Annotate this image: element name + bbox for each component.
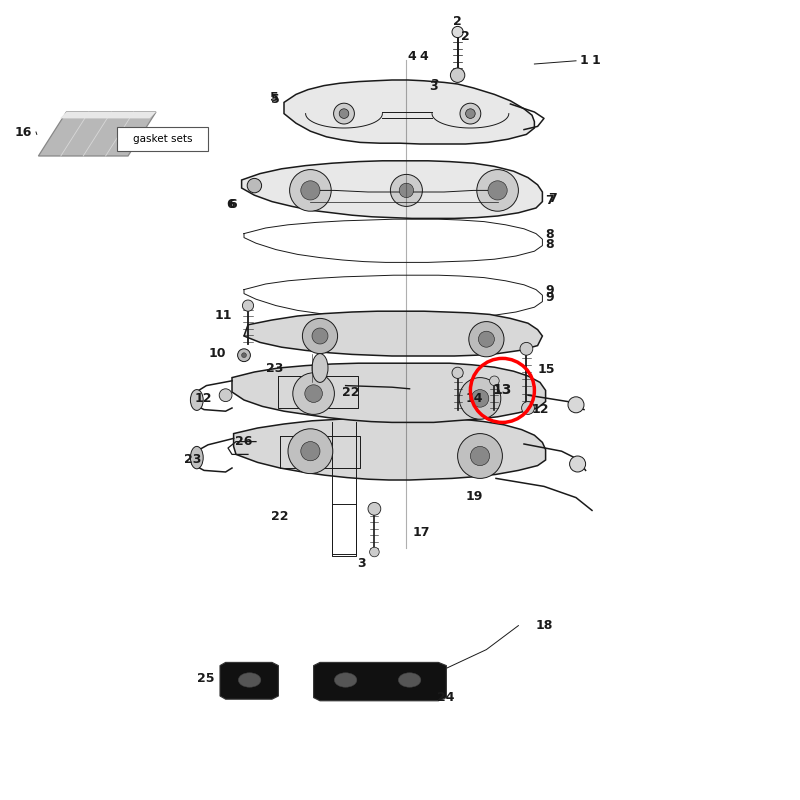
Text: 14: 14 — [466, 392, 483, 405]
Circle shape — [490, 376, 499, 386]
Text: 18: 18 — [536, 619, 554, 632]
Circle shape — [450, 68, 465, 82]
Circle shape — [301, 442, 320, 461]
Circle shape — [478, 331, 494, 347]
Polygon shape — [232, 363, 546, 422]
Circle shape — [302, 318, 338, 354]
Circle shape — [459, 378, 501, 419]
Circle shape — [452, 367, 463, 378]
Circle shape — [458, 434, 502, 478]
Polygon shape — [284, 80, 534, 144]
Text: 25: 25 — [197, 672, 214, 685]
Circle shape — [301, 181, 320, 200]
Text: 23: 23 — [266, 362, 283, 374]
Text: 3: 3 — [358, 557, 366, 570]
Polygon shape — [38, 112, 156, 156]
Text: 9: 9 — [546, 291, 554, 304]
FancyBboxPatch shape — [117, 127, 208, 151]
Circle shape — [247, 178, 262, 193]
Text: 26: 26 — [234, 435, 252, 448]
Text: 8: 8 — [546, 238, 554, 251]
Circle shape — [520, 342, 533, 355]
Ellipse shape — [190, 446, 203, 469]
Circle shape — [470, 446, 490, 466]
Text: 3: 3 — [429, 80, 438, 93]
Text: 5: 5 — [271, 93, 280, 106]
Polygon shape — [314, 662, 446, 701]
Text: 16: 16 — [14, 126, 32, 138]
Text: 23: 23 — [184, 453, 202, 466]
Text: 4: 4 — [419, 50, 428, 62]
Text: 3: 3 — [430, 78, 439, 90]
Polygon shape — [244, 311, 542, 356]
Text: 9: 9 — [546, 284, 554, 297]
Circle shape — [466, 109, 475, 118]
Text: 11: 11 — [214, 309, 232, 322]
Text: 8: 8 — [546, 228, 554, 241]
Ellipse shape — [312, 354, 328, 382]
Circle shape — [390, 174, 422, 206]
Polygon shape — [234, 418, 546, 480]
Circle shape — [477, 170, 518, 211]
Circle shape — [290, 170, 331, 211]
Text: 7: 7 — [548, 192, 557, 205]
Circle shape — [568, 397, 584, 413]
Text: 10: 10 — [208, 347, 226, 360]
Text: gasket sets: gasket sets — [133, 134, 192, 144]
Ellipse shape — [398, 673, 421, 687]
Circle shape — [370, 547, 379, 557]
Circle shape — [469, 322, 504, 357]
Circle shape — [219, 389, 232, 402]
Circle shape — [471, 390, 489, 407]
Circle shape — [522, 402, 534, 414]
Circle shape — [293, 373, 334, 414]
Text: 17: 17 — [413, 526, 430, 539]
Text: 12: 12 — [194, 392, 212, 405]
Text: 1: 1 — [592, 54, 601, 67]
Ellipse shape — [190, 390, 203, 410]
Ellipse shape — [238, 673, 261, 687]
Text: 2: 2 — [461, 30, 470, 43]
Polygon shape — [242, 161, 542, 218]
Text: 6: 6 — [228, 198, 237, 210]
Text: 5: 5 — [270, 91, 278, 104]
Text: 6: 6 — [226, 198, 235, 211]
Circle shape — [305, 385, 322, 402]
Text: 19: 19 — [466, 490, 483, 502]
Text: 2: 2 — [454, 15, 462, 28]
Circle shape — [488, 181, 507, 200]
Circle shape — [288, 429, 333, 474]
Text: 24: 24 — [437, 691, 454, 704]
Circle shape — [242, 300, 254, 311]
Circle shape — [368, 502, 381, 515]
Circle shape — [242, 353, 246, 358]
Text: 12: 12 — [532, 403, 550, 416]
Polygon shape — [60, 112, 156, 118]
Text: 22: 22 — [342, 386, 360, 398]
Circle shape — [452, 26, 463, 38]
Circle shape — [312, 328, 328, 344]
Circle shape — [399, 183, 414, 198]
Text: 15: 15 — [538, 363, 555, 376]
Text: 22: 22 — [270, 510, 288, 523]
Polygon shape — [220, 662, 278, 699]
Text: 1: 1 — [580, 54, 589, 67]
Circle shape — [339, 109, 349, 118]
Circle shape — [334, 103, 354, 124]
Text: 7: 7 — [546, 194, 554, 206]
Ellipse shape — [334, 673, 357, 687]
Circle shape — [238, 349, 250, 362]
Circle shape — [460, 103, 481, 124]
Text: 4: 4 — [407, 50, 416, 62]
Circle shape — [570, 456, 586, 472]
Text: 13: 13 — [493, 383, 512, 398]
